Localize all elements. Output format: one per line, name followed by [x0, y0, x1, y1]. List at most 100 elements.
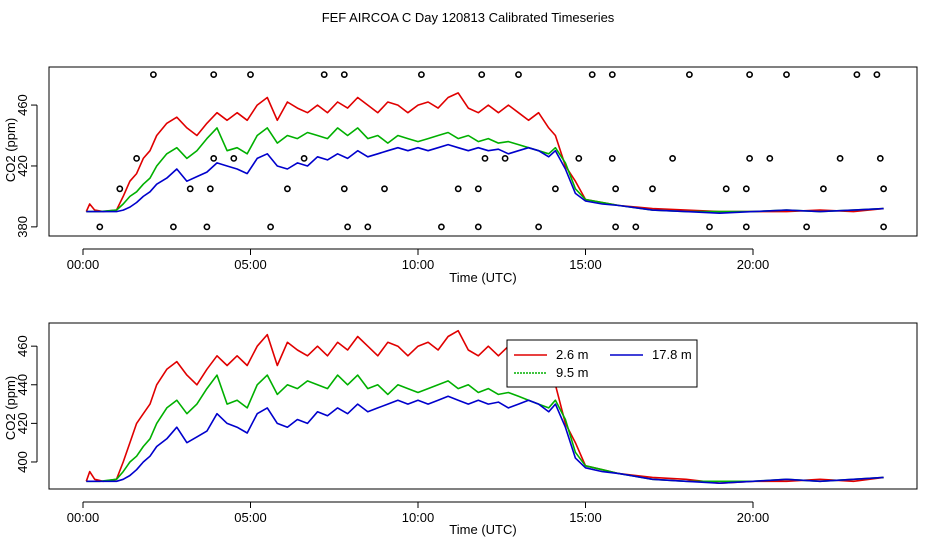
bottom-series-9-5-m [86, 374, 884, 483]
calibration-marker [267, 223, 274, 231]
bottom-series-group [85, 329, 884, 485]
calibration-marker [364, 223, 372, 231]
calibration-marker [836, 154, 844, 162]
bottom-y-axis-label: CO2 (ppm) [3, 376, 18, 440]
bottom-y-tick-label: 460 [15, 335, 30, 357]
calibration-marker [820, 185, 827, 193]
calibration-marker [116, 185, 124, 193]
calibration-marker [210, 154, 218, 162]
top-y-axis-label: CO2 (ppm) [3, 118, 18, 182]
bottom-x-tick-label: 00:00 [67, 510, 100, 525]
calibration-marker [632, 223, 640, 231]
bottom-series-2-6-m [85, 329, 884, 485]
bottom-series-17-8-m [86, 395, 884, 485]
top-x-tick-label: 10:00 [402, 257, 435, 272]
calibration-marker [481, 154, 489, 162]
bottom-y-tick-label: 440 [15, 374, 30, 396]
top-x-tick-label: 00:00 [67, 257, 100, 272]
calibration-marker [588, 71, 596, 78]
bottom-plot-frame [48, 322, 918, 490]
top-panel: 00:00 05:00 10:00 15:00 20:00 380 420 460 Time… [3, 66, 918, 285]
top-x-axis: 00:00 05:00 10:00 15:00 20:00 [67, 248, 770, 272]
calibration-marker [133, 154, 140, 162]
calibration-marker [344, 223, 351, 231]
calibration-marker [210, 71, 218, 78]
top-y-tick-label: 380 [15, 216, 30, 238]
calibration-marker [608, 71, 616, 78]
calibration-marker [340, 185, 348, 193]
calibration-marker [186, 185, 194, 193]
calibration-marker [669, 154, 676, 162]
calibration-marker [454, 185, 462, 193]
legend: 2.6 m 17.8 m 9.5 m [506, 339, 698, 388]
legend-label-2-6m: 2.6 m [556, 347, 589, 362]
bottom-x-axis-label: Time (UTC) [449, 522, 516, 537]
top-x-tick-label: 05:00 [234, 257, 267, 272]
calibration-marker [381, 185, 388, 193]
bottom-y-tick-label: 420 [15, 413, 30, 435]
calibration-marker [783, 71, 790, 78]
calibration-marker [766, 154, 774, 162]
legend-label-17-8m: 17.8 m [652, 347, 692, 362]
bottom-y-tick-label: 400 [15, 451, 30, 473]
bottom-x-tick-label: 05:00 [234, 510, 267, 525]
bottom-x-tick-label: 15:00 [569, 510, 602, 525]
calibration-marker [575, 154, 583, 162]
calibration-marker [501, 154, 509, 162]
calibration-marker [649, 185, 656, 193]
bottom-x-tick-label: 10:00 [402, 510, 435, 525]
calibration-marker [515, 71, 522, 78]
calibration-marker [320, 71, 328, 78]
top-plot-frame [48, 66, 918, 237]
calibration-marker [722, 185, 730, 193]
calibration-marker [149, 71, 157, 78]
calibration-marker [169, 223, 177, 231]
calibration-marker [706, 223, 713, 231]
top-series-2-6-m [85, 92, 884, 213]
calibration-marker [478, 71, 486, 78]
legend-label-9-5m: 9.5 m [556, 365, 589, 380]
top-markers-group [96, 71, 887, 231]
top-y-axis: 380 420 460 [15, 94, 38, 238]
bottom-y-axis: 400 420 440 460 [15, 335, 38, 473]
top-y-tick-label: 460 [15, 94, 30, 116]
bottom-panel: 00:00 05:00 10:00 15:00 20:00 400 420 440 460 T… [3, 322, 918, 537]
top-x-tick-label: 20:00 [737, 257, 770, 272]
calibration-marker [880, 223, 887, 231]
calibration-marker [535, 223, 542, 231]
top-series-group [85, 92, 884, 214]
calibration-marker [206, 185, 214, 193]
calibration-marker [203, 223, 211, 231]
top-y-tick-label: 420 [15, 155, 30, 177]
calibration-marker [283, 185, 291, 193]
calibration-marker [742, 223, 750, 231]
calibration-marker [230, 154, 238, 162]
bottom-x-axis: 00:00 05:00 10:00 15:00 20:00 [67, 501, 770, 525]
calibration-marker [803, 223, 810, 231]
legend-box [506, 339, 698, 388]
calibration-marker [746, 71, 753, 78]
top-x-axis-label: Time (UTC) [449, 270, 516, 285]
calibration-marker [608, 154, 616, 162]
calibration-marker [612, 185, 619, 193]
calibration-marker [96, 223, 104, 231]
calibration-marker [300, 154, 308, 162]
bottom-x-tick-label: 20:00 [737, 510, 770, 525]
calibration-marker [742, 185, 750, 193]
calibration-marker [552, 185, 559, 193]
calibration-marker [437, 223, 445, 231]
calibration-marker [474, 223, 482, 231]
calibration-marker [340, 71, 348, 78]
top-series-17-8-m [86, 143, 884, 214]
calibration-marker [746, 154, 753, 162]
calibration-marker [247, 71, 254, 78]
calibration-marker [417, 71, 425, 78]
calibration-marker [880, 185, 887, 193]
calibration-marker [873, 71, 881, 78]
figure-title: FEF AIRCOA C Day 120813 Calibrated Times… [322, 10, 615, 25]
calibration-marker [612, 223, 619, 231]
top-series-9-5-m [86, 127, 884, 213]
calibration-marker [686, 71, 693, 78]
calibration-marker [876, 154, 884, 162]
